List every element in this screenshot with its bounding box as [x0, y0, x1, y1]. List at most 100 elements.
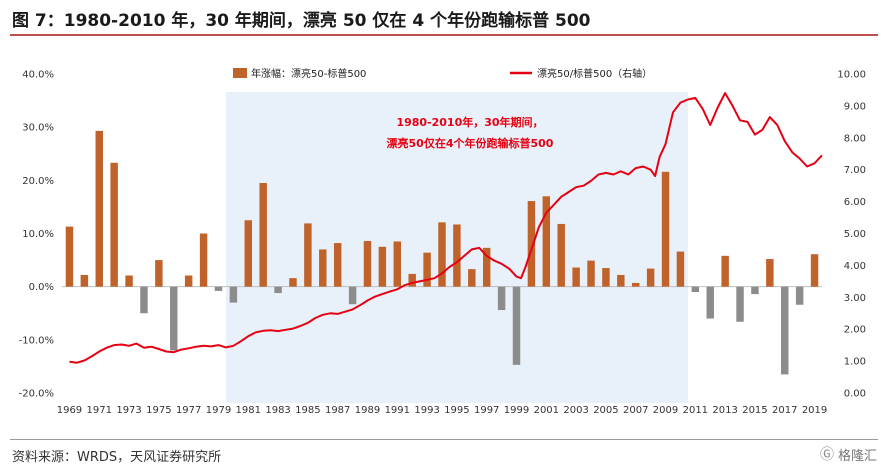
bar-2004 [587, 260, 595, 287]
bar-2003 [572, 267, 580, 287]
x-axis-ticks: 1969 1971 1973 1975 1977 1979 1981 1983 1985 1987… [57, 405, 828, 416]
right-tick-label: 5.00 [844, 229, 866, 240]
bar-1997 [482, 247, 491, 287]
chart-title: 图 7：1980-2010 年，30 年期间，漂亮 50 仅在 4 个年份跑输标… [12, 11, 591, 31]
x-tick-label: 2019 [802, 405, 827, 416]
bar-1977 [184, 275, 193, 287]
x-tick-label: 1973 [116, 405, 141, 416]
bar-2001 [542, 196, 551, 287]
right-tick-label: 2.00 [844, 325, 866, 336]
bar-2002 [557, 223, 565, 287]
combo-chart: -20.0% -10.0% 0.0% 10.0% 20.0% 30.0% 40.0% 0.0… [19, 67, 866, 416]
x-tick-label: 1989 [355, 405, 380, 416]
bar-series [65, 130, 819, 375]
right-tick-label: 6.00 [844, 197, 866, 208]
bar-1989 [363, 240, 372, 287]
title-divider [10, 34, 878, 36]
right-tick-label: 0.00 [844, 389, 866, 400]
bar-1975 [155, 260, 163, 287]
bar-2016 [766, 259, 774, 287]
bar-1993 [423, 252, 431, 287]
bar-1991 [393, 241, 402, 287]
bar-1981 [244, 220, 252, 287]
bar-2017 [781, 286, 789, 375]
x-tick-label: 2015 [742, 405, 767, 416]
bar-1969 [65, 226, 74, 287]
right-tick-label: 3.00 [844, 293, 866, 304]
left-tick-label: 20.0% [22, 176, 54, 187]
bar-2018 [795, 286, 804, 305]
x-tick-label: 1979 [206, 405, 231, 416]
x-tick-label: 1971 [87, 405, 112, 416]
watermark-text: 格隆汇 [837, 448, 877, 464]
x-tick-label: 1987 [325, 405, 350, 416]
bar-1974 [140, 286, 148, 314]
bar-2011 [691, 286, 700, 292]
left-tick-label: -10.0% [19, 335, 54, 346]
bar-1979 [214, 286, 223, 291]
x-tick-label: 1999 [504, 405, 529, 416]
bar-2007 [632, 282, 640, 287]
bar-2012 [706, 286, 714, 319]
x-tick-label: 1977 [176, 405, 201, 416]
bar-2014 [736, 286, 744, 322]
bar-1973 [125, 275, 133, 287]
left-axis-ticks: -20.0% -10.0% 0.0% 10.0% 20.0% 30.0% 40.0% [19, 70, 54, 400]
legend-bar-label: 年涨幅：漂亮50-标普500 [251, 67, 366, 80]
bar-1971 [95, 130, 103, 287]
x-tick-label: 1995 [444, 405, 469, 416]
bar-2005 [602, 268, 610, 287]
left-tick-label: -20.0% [19, 389, 54, 400]
bar-1996 [468, 269, 476, 287]
bar-1978 [199, 233, 208, 287]
x-tick-label: 1997 [474, 405, 499, 416]
bar-1999 [512, 286, 521, 365]
bar-1986 [319, 249, 327, 287]
bar-1992 [408, 273, 416, 287]
bar-1990 [378, 246, 387, 287]
bar-1984 [289, 278, 297, 287]
right-tick-label: 10.00 [837, 70, 866, 81]
bar-1976 [170, 286, 178, 351]
x-tick-label: 2007 [623, 405, 648, 416]
annotation-line-1: 1980-2010年，30年期间， [396, 115, 543, 129]
bar-2019 [810, 254, 819, 287]
right-tick-label: 7.00 [844, 165, 866, 176]
bar-1994 [438, 222, 446, 287]
right-tick-label: 1.00 [844, 357, 866, 368]
x-tick-label: 2009 [653, 405, 678, 416]
x-tick-label: 2001 [534, 405, 559, 416]
watermark: Ⓖ 格隆汇 [820, 444, 877, 464]
right-tick-label: 8.00 [844, 133, 866, 144]
left-tick-label: 0.0% [29, 282, 54, 293]
left-tick-label: 10.0% [22, 229, 54, 240]
x-tick-label: 1969 [57, 405, 82, 416]
source-note: 资料来源：WRDS，天风证券研究所 [12, 450, 222, 465]
bar-1983 [274, 286, 282, 294]
bar-1972 [110, 162, 118, 287]
x-tick-label: 1985 [295, 405, 320, 416]
bar-1982 [259, 182, 267, 287]
gelonghui-logo-icon: Ⓖ [819, 447, 834, 463]
x-tick-label: 2005 [593, 405, 618, 416]
bar-2015 [751, 286, 759, 295]
bar-2009 [661, 171, 670, 287]
x-tick-label: 1981 [236, 405, 261, 416]
bar-1998 [497, 286, 506, 311]
right-axis-ticks: 0.00 1.00 2.00 3.00 4.00 5.00 6.00 7.00 8.00 9.00… [837, 70, 866, 400]
ratio-line-series [69, 92, 823, 364]
bar-2000 [527, 201, 536, 287]
x-tick-label: 1975 [146, 405, 171, 416]
left-tick-label: 30.0% [22, 123, 54, 134]
bar-1980 [229, 286, 238, 303]
right-tick-label: 4.00 [844, 261, 866, 272]
legend-bar-swatch [233, 68, 247, 78]
x-tick-label: 2011 [683, 405, 708, 416]
x-tick-label: 1991 [385, 405, 410, 416]
legend-line-label: 漂亮50/标普500（右轴） [537, 67, 652, 80]
bar-2008 [646, 268, 655, 287]
legend: 年涨幅：漂亮50-标普500 漂亮50/标普500（右轴） [233, 67, 652, 80]
right-tick-label: 9.00 [844, 101, 866, 112]
x-tick-label: 2003 [563, 405, 588, 416]
x-tick-label: 2013 [712, 405, 737, 416]
